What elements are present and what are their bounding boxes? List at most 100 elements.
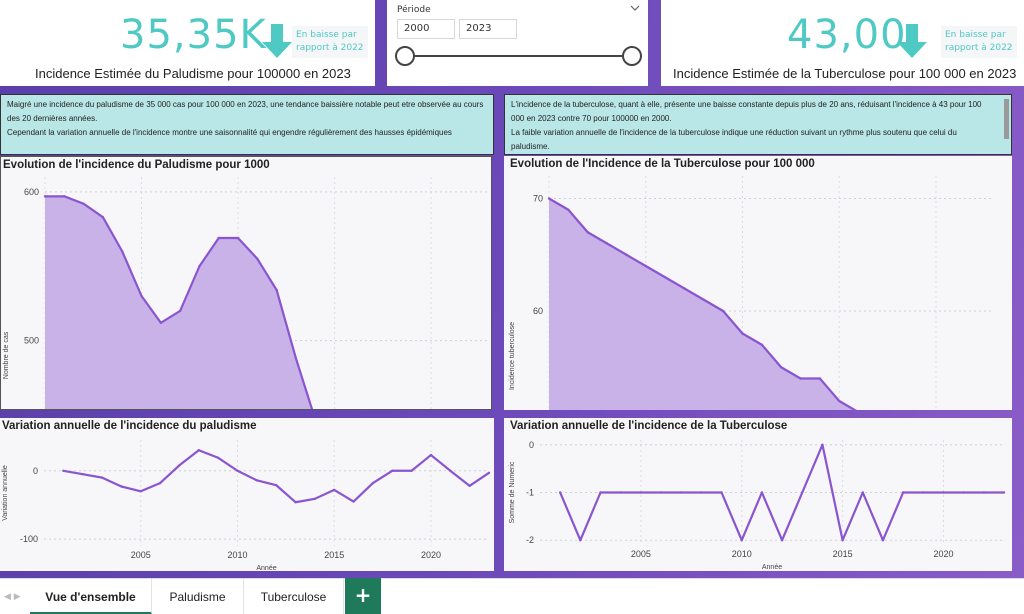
data-point [178,464,181,467]
arrow-down-icon [897,24,927,58]
tab-malaria[interactable]: Paludisme [152,579,244,614]
y-axis-label: Somme de Numeric [509,461,516,523]
y-tick-label: 0 [529,440,534,450]
malaria-variation-line-chart: -100 0 2005 2010 2015 2020 Année Variation annu… [2,440,491,571]
data-point [371,481,375,485]
data-point [838,399,841,403]
data-point [639,491,643,494]
x-axis-label: Année [762,564,782,571]
data-point [216,456,220,459]
period-slicer[interactable]: Période 2000 2023 [387,0,648,86]
tab-scroll-left-icon[interactable]: ◀ ▶ [4,592,21,602]
x-tick-label: 2010 [227,550,247,560]
y-tick-label: 600 [24,187,39,197]
kpi-trend-note: En baisse par rapport à 2022 [941,26,1017,58]
data-point [410,469,413,472]
data-point [659,491,663,494]
data-point [818,377,822,380]
series-line [63,449,490,504]
tuberculosis-variation-chart[interactable]: Variation annuelle de l'incidence de la … [504,418,1012,571]
tab-tuberculosis[interactable]: Tuberculose [244,579,344,614]
note-line-1: En baisse par [296,30,357,40]
data-point [120,485,123,488]
y-axis-label: Incidence tuberculose [509,322,516,390]
kpi-title: Incidence Estimée de la Tuberculose pour… [673,66,1017,81]
data-point [197,449,200,452]
x-tick-label: 2005 [131,550,151,560]
series-area-fill [45,196,312,409]
data-point [391,469,394,472]
note-line-2: rapport à 2022 [296,43,364,53]
kpi-card-tuberculosis: 43,00 En baisse par rapport à 2022 Incide… [661,0,1024,86]
data-point [741,332,744,335]
tuberculosis-evolution-chart[interactable]: Evolution de l'Incidence de la Tuberculo… [504,156,1012,410]
series-line [559,443,1004,542]
data-point [139,490,142,493]
data-point [159,321,163,324]
tuberculosis-commentary[interactable]: L'incidence de la tuberculose, quant à e… [504,94,1012,155]
data-point [567,208,570,211]
data-point [801,491,804,494]
data-point [680,491,683,494]
data-point [275,288,278,292]
y-tick-label: 70 [533,194,543,204]
data-point [100,476,104,479]
data-point [982,491,986,494]
data-point [799,377,802,380]
slicer-title: Période [397,5,431,15]
data-point [625,253,628,256]
add-page-button[interactable]: + [345,578,381,614]
end-date-input[interactable]: 2023 [459,19,517,39]
data-point [881,539,885,542]
data-point [43,195,47,198]
slider-handle-start[interactable] [395,46,415,66]
commentary-paragraph: Maigré une incidence du paludisme de 35 … [7,100,484,123]
commentary-paragraph: L'incidence de la tuberculose, quant à e… [511,100,982,123]
chart-title: Evolution de l'Incidence de la Tuberculo… [510,158,815,170]
data-point [821,443,824,446]
textbox-scrollbar[interactable] [1004,99,1009,139]
data-point [720,491,723,494]
data-point [236,236,240,240]
data-point [740,539,743,542]
data-point [901,491,905,494]
data-point [1002,491,1006,494]
slider-track[interactable] [405,55,631,57]
data-point [579,539,582,542]
data-point [547,197,551,200]
data-point [101,215,105,219]
y-tick-label: -1 [526,488,534,498]
start-date-input[interactable]: 2000 [397,19,455,39]
chevron-down-icon[interactable] [630,4,640,12]
malaria-evolution-chart[interactable]: Evolution de l'incidence du Paludisme po… [0,156,492,410]
kpi-title: Incidence Estimée du Paludisme pour 1000… [35,66,351,81]
data-point [294,357,298,360]
data-point [779,366,783,369]
series-area-fill [549,198,855,410]
chart-title: Evolution de l'incidence du Paludisme po… [3,159,270,171]
tab-overview[interactable]: Vue d'ensemble [30,579,152,614]
x-tick-label: 2010 [732,549,752,559]
tuberculosis-area-chart: 4050607020002005201020152020AnnéeInciden… [509,176,994,410]
data-point [121,250,124,253]
malaria-commentary: Maigré une incidence du paludisme de 35 … [0,94,494,155]
data-point [683,287,686,290]
data-point [313,497,317,501]
data-point [861,491,864,494]
data-point [255,479,259,482]
malaria-variation-chart[interactable]: Variation annuelle de l'incidence du pal… [0,418,494,571]
arrow-down-icon [262,24,292,58]
slider-handle-end[interactable] [622,46,642,66]
data-point [605,242,609,245]
commentary-paragraph: Cependant la variation annuelle de l'inc… [7,128,452,137]
commentary-paragraph: La faible variation annuelle de l'incide… [511,128,957,151]
data-point [140,294,143,298]
y-axis-label: Nombre de cas [3,331,10,379]
y-axis-label: Variation annuelle [2,465,9,521]
data-point [586,231,589,234]
data-point [487,471,491,475]
data-point [644,264,647,268]
x-tick-label: 2020 [933,549,953,559]
data-point [294,501,297,504]
data-point [468,484,471,488]
